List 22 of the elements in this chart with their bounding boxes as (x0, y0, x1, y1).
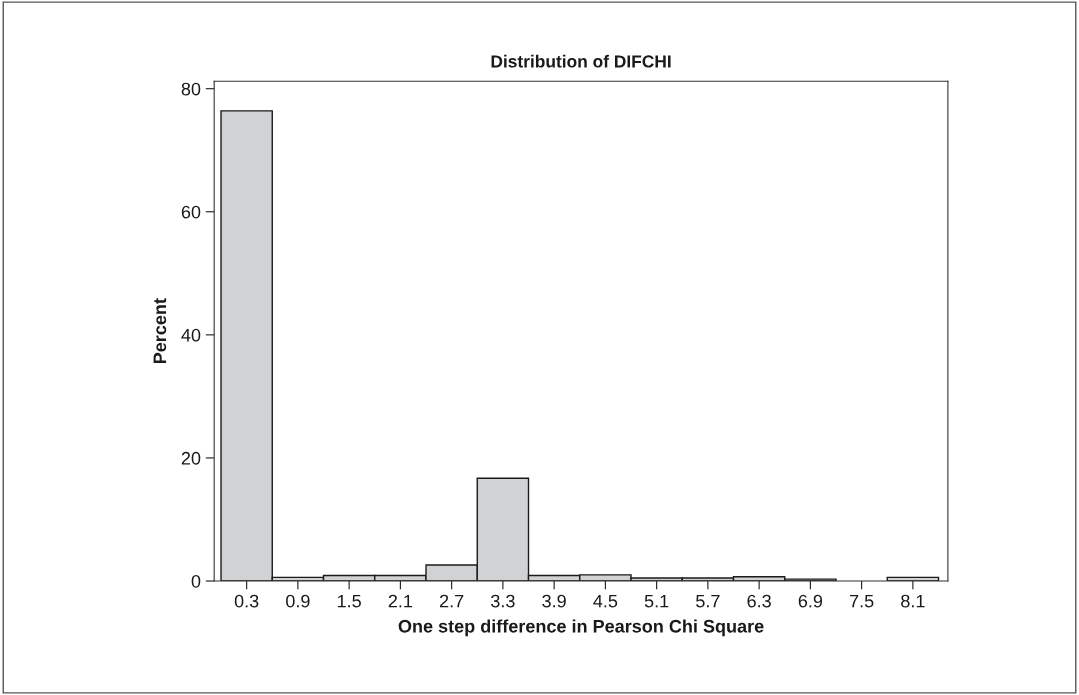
x-tick-label: 6.9 (798, 594, 823, 608)
x-tick-label: 5.1 (644, 594, 669, 608)
y-tick-label: 60 (181, 205, 201, 219)
chart-title: Distribution of DIFCHI (491, 54, 671, 68)
x-tick-label: 1.5 (337, 594, 361, 608)
y-tick-label: 80 (181, 82, 201, 96)
y-tick-label: 20 (181, 451, 201, 465)
x-tick-label: 6.3 (747, 594, 771, 608)
x-axis-title: One step difference in Pearson Chi Square (398, 619, 764, 637)
x-tick-label: 8.1 (901, 594, 925, 608)
x-tick-label: 0.3 (234, 594, 259, 608)
x-tick-label: 3.9 (542, 594, 566, 608)
x-tick-label: 3.3 (491, 594, 515, 608)
x-tick-label: 7.5 (850, 594, 874, 608)
x-tick-label: 4.5 (593, 594, 618, 608)
y-axis-title: Percent (153, 298, 167, 364)
x-tick-label: 2.7 (440, 594, 464, 608)
x-tick-label: 0.9 (286, 594, 310, 608)
y-tick-label: 40 (181, 328, 201, 342)
x-tick-label: 5.7 (696, 594, 720, 608)
x-tick-label: 2.1 (388, 594, 413, 608)
y-tick-label: 0 (191, 574, 201, 588)
